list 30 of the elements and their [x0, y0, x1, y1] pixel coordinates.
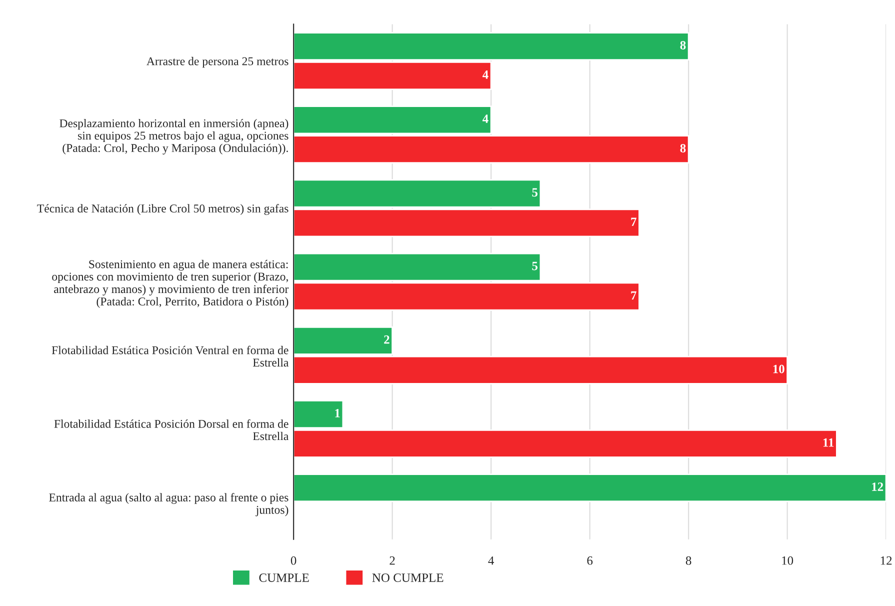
x-tick-label: 12 — [880, 556, 892, 565]
legend-label: CUMPLE — [259, 574, 309, 582]
data-label: 11 — [823, 438, 834, 447]
data-label: 1 — [335, 409, 340, 418]
y-tick-label: Sostenimiento en agua de manera estática: opciones con movimiento de tren superior (Brazo, antebrazo y manos) y movimiento de tren inferior (Patada: Crol, Perrito, Batidora o Pistón) — [52, 260, 289, 308]
data-label: 5 — [532, 262, 538, 270]
data-label: 5 — [532, 188, 538, 197]
data-label: 7 — [631, 291, 636, 300]
data-label: 8 — [680, 144, 686, 152]
y-tick-label: Desplazamiento horizontal en inmersión (apnea) sin equipos 25 metros bajo el agua, opciones (Patada: Crol, Pecho y Mariposa (Ondulación)). — [60, 118, 288, 154]
data-label: 7 — [631, 218, 636, 226]
data-label: 4 — [482, 114, 488, 123]
data-label: 10 — [773, 364, 784, 374]
x-tick-label: 4 — [488, 556, 494, 565]
y-tick-label: Flotabilidad Estática Posición Dorsal en forma de Estrella — [54, 419, 289, 440]
bar — [294, 474, 886, 502]
x-tick-label: 6 — [587, 556, 593, 565]
y-tick-label: Flotabilidad Estática Posición Ventral en forma de Estrella — [52, 346, 289, 367]
legend-label: NO CUMPLE — [372, 574, 444, 582]
y-tick-label: Entrada al agua (salto al agua: paso al frente o pies juntos) — [49, 493, 288, 516]
y-tick-label: Arrastre de persona 25 metros — [146, 56, 288, 68]
x-tick-label: 2 — [390, 556, 395, 565]
x-tick-label: 0 — [290, 556, 296, 565]
data-label: 8 — [680, 41, 686, 50]
y-tick-label: Técnica de Natación (Libre Crol 50 metros) sin gafas — [37, 204, 288, 215]
x-tick-label: 10 — [782, 556, 794, 565]
x-tick-label: 8 — [686, 556, 692, 565]
data-label: 2 — [384, 335, 390, 344]
data-label: 12 — [872, 482, 884, 491]
data-label: 4 — [482, 70, 488, 79]
